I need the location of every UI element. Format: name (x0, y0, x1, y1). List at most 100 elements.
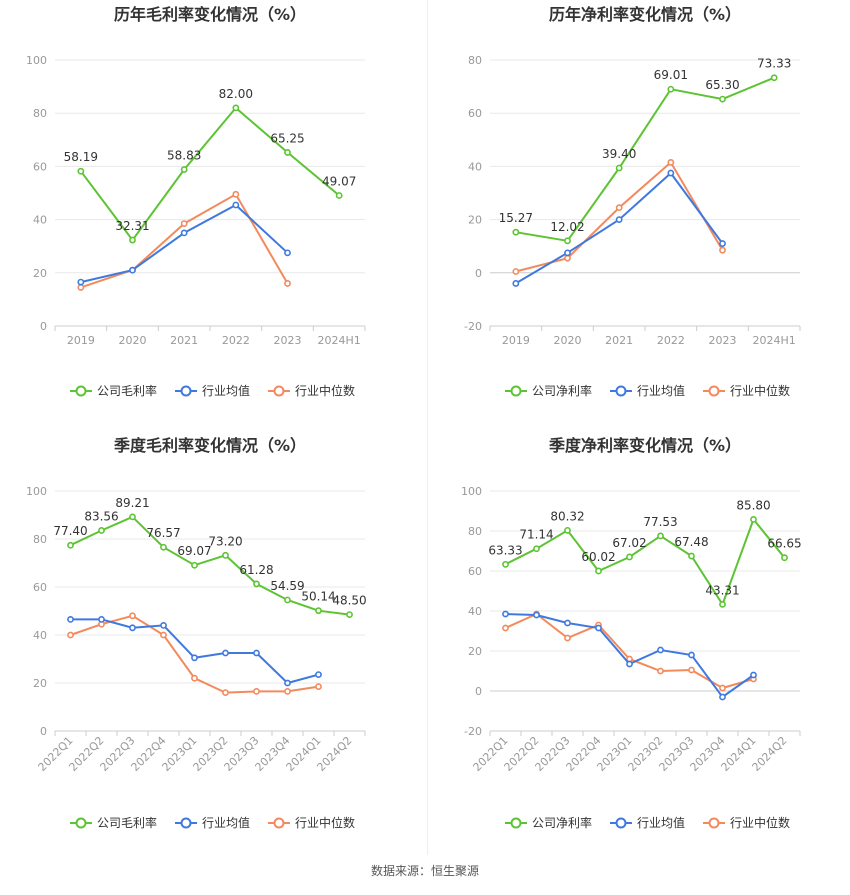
data-point (129, 624, 136, 632)
data-point (564, 619, 571, 627)
legend-marker-icon (510, 817, 522, 829)
data-point (315, 683, 322, 690)
data-point (615, 164, 623, 172)
legend-item-2[interactable]: 行业均值 (610, 383, 685, 398)
legend-marker-icon (180, 385, 192, 397)
legend-marker-icon (708, 385, 720, 397)
data-point (615, 216, 623, 223)
series-line (70, 515, 350, 616)
data-point (129, 612, 136, 620)
data-label: 66.65 (767, 537, 801, 551)
x-tick-label: 2020 (119, 334, 147, 347)
x-tick-label: 2022 (222, 334, 250, 347)
data-point (180, 229, 188, 237)
legend-item-1[interactable]: 公司毛利率 (70, 383, 157, 398)
legend-item-3[interactable]: 行业中位数 (703, 815, 790, 830)
legend: 公司毛利率 行业均值 行业中位数 (70, 383, 355, 398)
data-point (129, 266, 136, 274)
x-tick-label: 2024H1 (318, 334, 361, 347)
data-point (750, 671, 757, 679)
legend: 公司净利率 行业均值 行业中位数 (505, 383, 790, 398)
data-point (222, 551, 229, 559)
data-point (77, 278, 85, 286)
data-point (67, 541, 74, 549)
data-point (719, 600, 726, 608)
legend-item-1[interactable]: 公司净利率 (505, 383, 592, 398)
y-tick-label: 40 (33, 214, 47, 227)
data-point (160, 631, 167, 639)
data-label: 65.25 (270, 131, 304, 145)
data-point (77, 284, 85, 291)
y-tick-label: 80 (33, 533, 47, 546)
legend-marker-icon (273, 385, 285, 397)
legend-item-3[interactable]: 行业中位数 (703, 383, 790, 398)
data-point (564, 526, 571, 534)
data-point (284, 249, 291, 257)
data-point (160, 543, 167, 551)
data-label: 69.07 (177, 544, 211, 558)
data-point (222, 649, 229, 657)
data-point (253, 649, 260, 657)
data-point (770, 74, 778, 82)
data-point (315, 607, 322, 615)
data-point (284, 280, 291, 287)
data-point (564, 634, 571, 642)
data-point (626, 660, 633, 668)
data-label: 39.40 (602, 147, 636, 161)
legend-label: 行业中位数 (295, 815, 355, 830)
data-point (191, 561, 198, 569)
chart-1: 历年毛利率变化情况（%） 0 20 40 60 80 100 2019 2020 2021 2022… (26, 5, 366, 398)
legend-marker-icon (75, 817, 87, 829)
chart-3: 季度毛利率变化情况（%）0204060801002022Q12022Q22022… (26, 436, 367, 830)
legend-marker-icon (615, 817, 627, 829)
data-point (346, 611, 353, 618)
data-point (253, 688, 260, 695)
y-tick-label: 0 (40, 320, 47, 333)
legend-item-2[interactable]: 行业均值 (175, 383, 250, 398)
y-tick-label: 40 (468, 160, 482, 173)
data-label: 67.02 (612, 536, 646, 550)
y-tick-label: 20 (468, 214, 482, 227)
series-1 (512, 74, 778, 245)
y-tick-label: 60 (468, 565, 482, 578)
y-tick-label: 80 (468, 54, 482, 67)
x-tick-label: 2020 (554, 334, 582, 347)
data-point (533, 611, 540, 619)
series-line (515, 76, 775, 242)
data-label: 49.07 (322, 174, 356, 188)
legend-marker-icon (510, 385, 522, 397)
series-2 (67, 616, 322, 687)
legend-item-1[interactable]: 公司毛利率 (70, 815, 157, 830)
data-point (232, 104, 240, 112)
legend-item-1[interactable]: 公司净利率 (505, 815, 592, 830)
data-point (98, 527, 105, 534)
legend-item-2[interactable]: 行业均值 (175, 815, 250, 830)
data-point (688, 651, 695, 659)
x-tick-label: 2024Q2 (750, 734, 790, 774)
chart-title: 历年净利率变化情况（%） (549, 5, 741, 24)
data-point (688, 552, 695, 560)
legend-item-2[interactable]: 行业均值 (610, 815, 685, 830)
data-label: 69.01 (654, 68, 688, 82)
data-point (564, 254, 571, 262)
data-point (657, 646, 664, 654)
legend-item-3[interactable]: 行业中位数 (268, 815, 355, 830)
data-point (191, 654, 198, 662)
data-label: 50.14 (301, 590, 335, 604)
data-point (98, 616, 105, 623)
legend-label: 行业均值 (637, 815, 685, 830)
y-tick-label: -20 (464, 725, 482, 738)
y-tick-label: 0 (475, 267, 482, 280)
legend-label: 行业中位数 (295, 383, 355, 398)
vertical-divider (427, 0, 428, 855)
series-2 (77, 201, 291, 286)
data-label: 73.20 (208, 534, 242, 548)
data-label: 80.32 (550, 509, 584, 523)
data-point (564, 249, 571, 257)
legend-item-3[interactable]: 行业中位数 (268, 383, 355, 398)
data-point (595, 567, 602, 575)
data-point (502, 610, 509, 618)
legend-label: 行业中位数 (730, 383, 790, 398)
series-line (70, 618, 319, 685)
legend: 公司净利率 行业均值 行业中位数 (505, 815, 790, 830)
